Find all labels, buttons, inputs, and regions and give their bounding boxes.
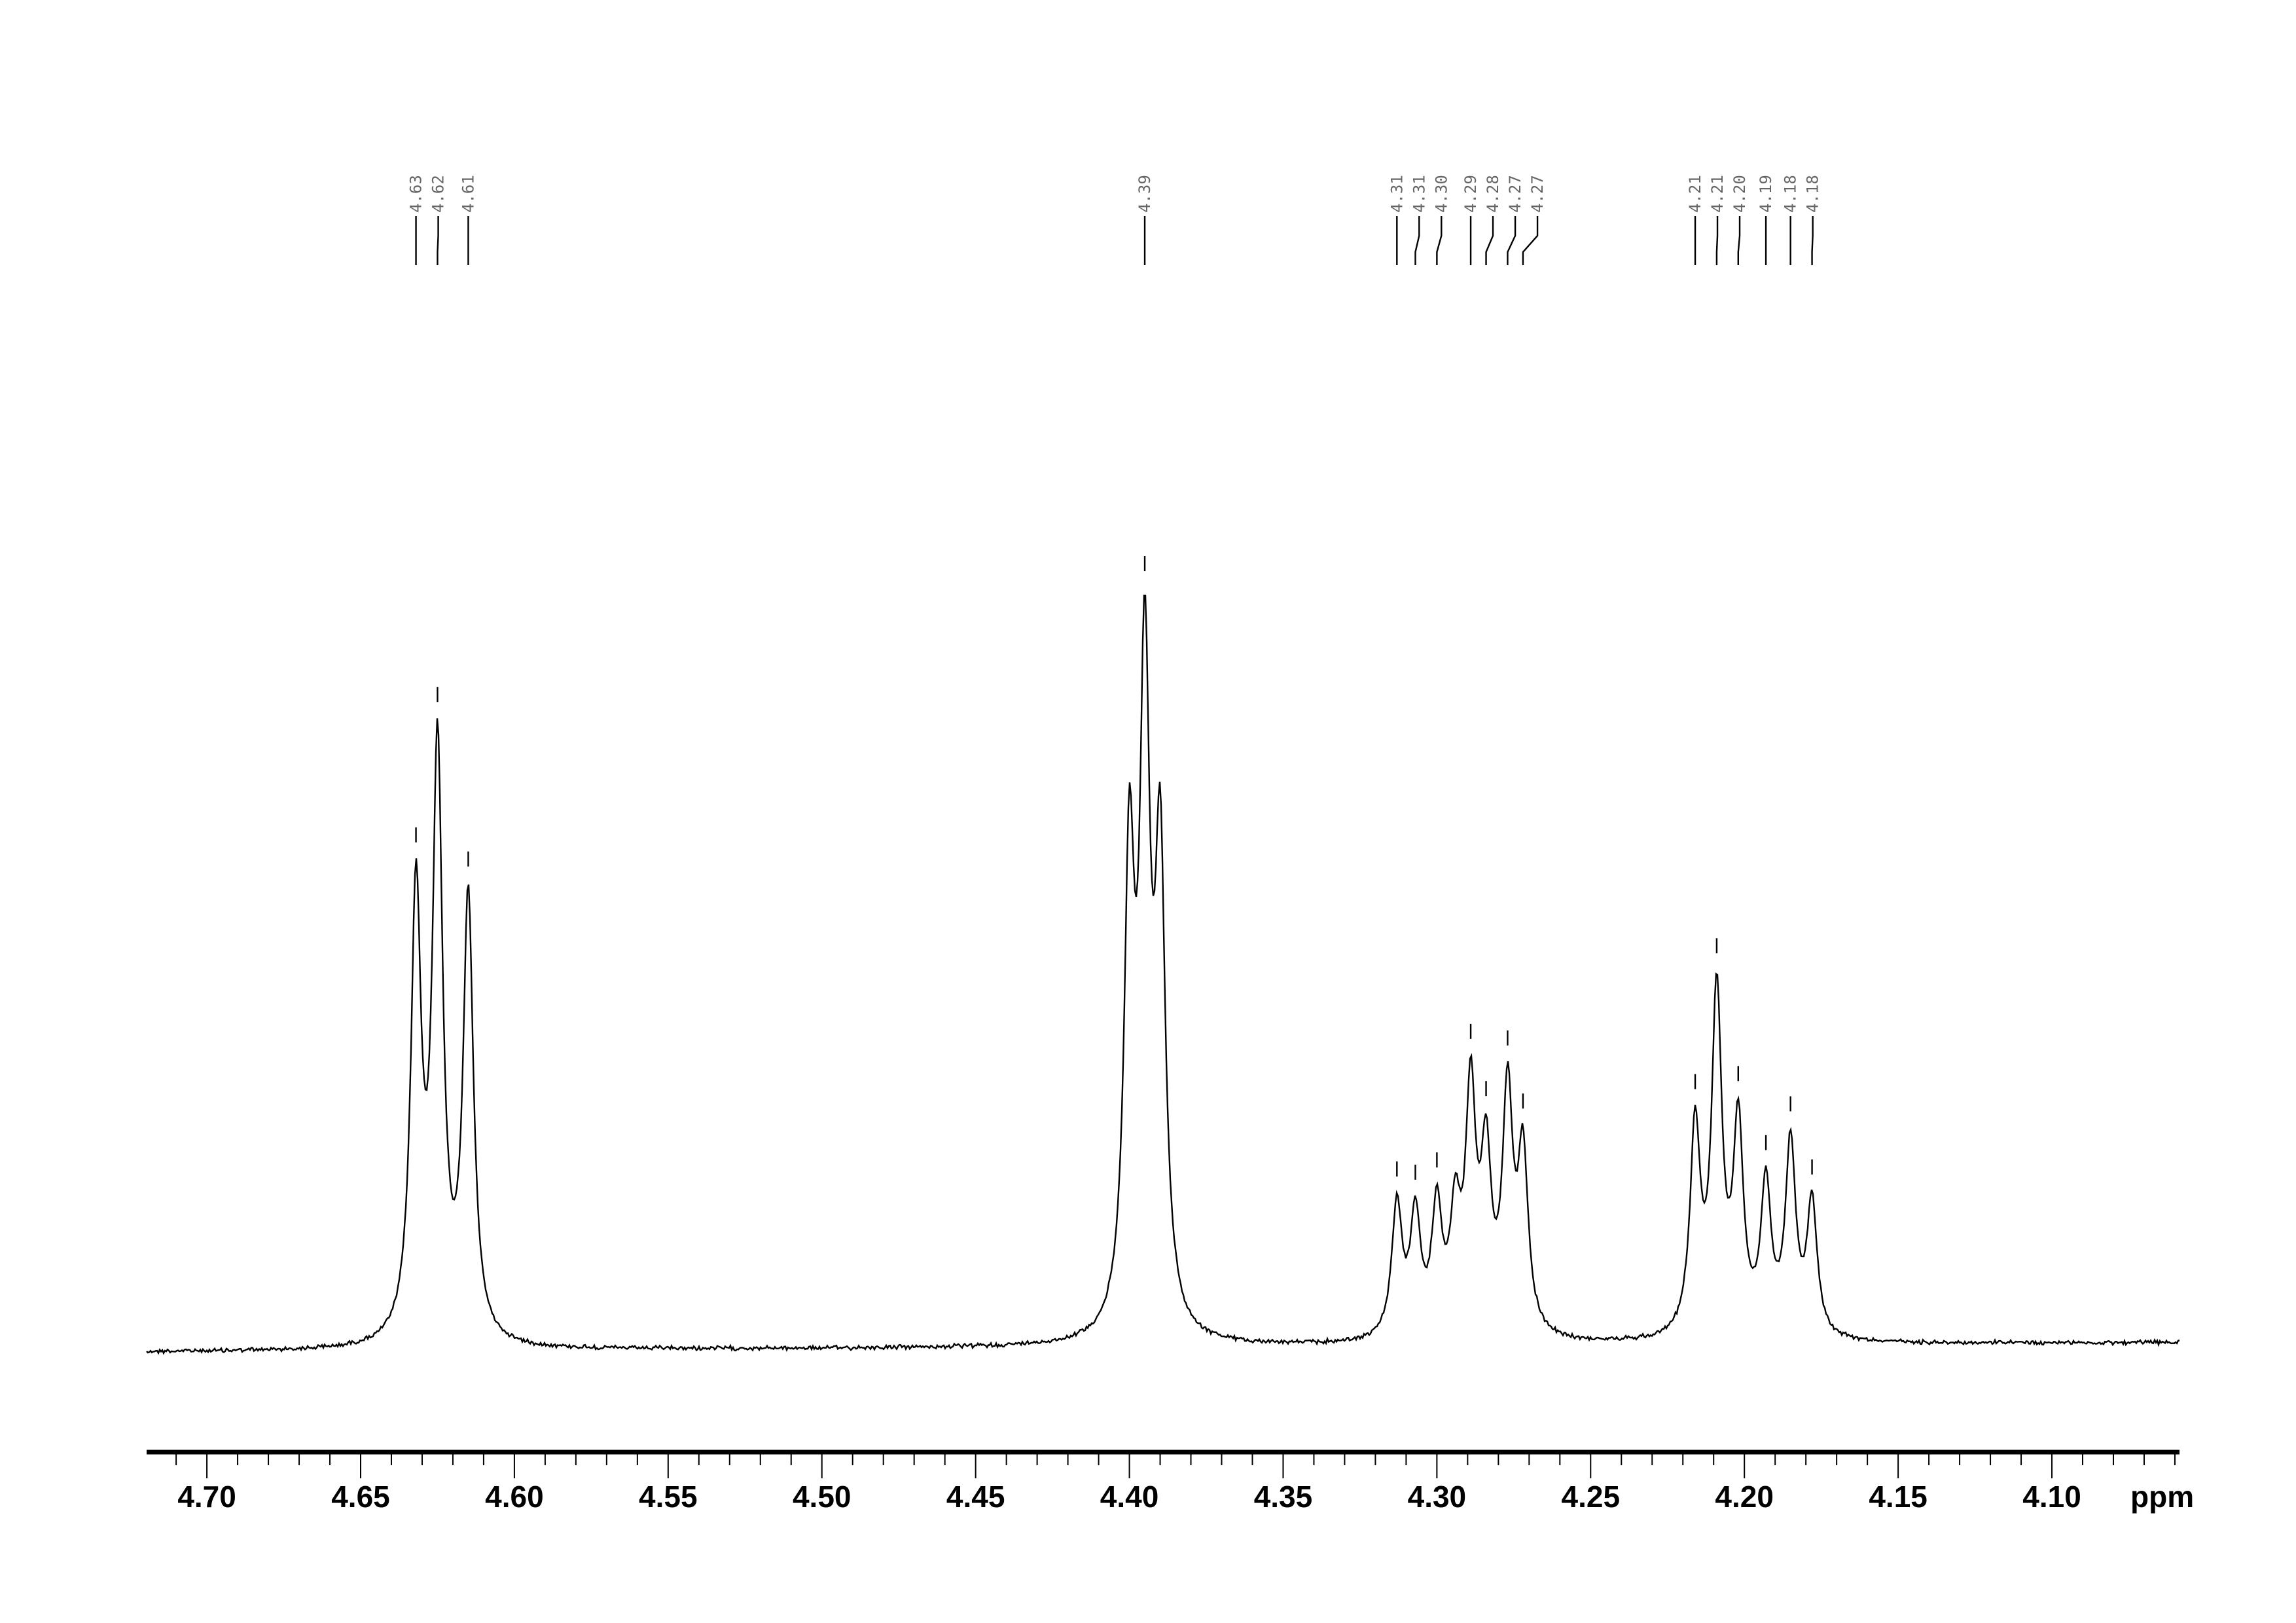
x-tick-label: 4.40	[1100, 1480, 1159, 1514]
peak-labels: 4.63 4.62 4.61 4.39 4.31 4.31 4.30 4.29 4.28 4.27…	[407, 175, 1822, 265]
peak-label: 4.29	[1462, 175, 1480, 213]
peak-markers	[415, 556, 1813, 1180]
x-axis-label: ppm	[2130, 1480, 2194, 1514]
x-axis: 4.70 4.65 4.60 4.55 4.50 4.45 4.40 4.35 4.30 4.25…	[147, 1450, 2194, 1514]
peak-label: 4.27	[1506, 175, 1524, 213]
peak-label: 4.28	[1484, 175, 1502, 213]
peak-label: 4.18	[1804, 175, 1822, 213]
x-tick-label: 4.65	[331, 1480, 390, 1514]
peak-label: 4.31	[1410, 175, 1428, 213]
x-tick-label: 4.60	[485, 1480, 544, 1514]
peak-label: 4.20	[1731, 175, 1749, 213]
peak-label: 4.18	[1782, 175, 1800, 213]
x-tick-label: 4.20	[1715, 1480, 1774, 1514]
peak-label-leader	[1436, 216, 1443, 265]
peak-label-leader	[1522, 216, 1539, 265]
peak-label: 4.27	[1528, 175, 1547, 213]
spectrum-line	[146, 594, 2180, 1355]
x-tick-label: 4.50	[793, 1480, 852, 1514]
peak-label: 4.62	[429, 175, 448, 213]
peak-label: 4.31	[1388, 175, 1406, 213]
peak-label: 4.21	[1708, 175, 1727, 213]
peak-label-leader	[1414, 216, 1420, 265]
peak-label-leader	[1507, 216, 1516, 265]
peak-label: 4.61	[459, 175, 477, 213]
peak-label: 4.19	[1757, 175, 1775, 213]
peak-label: 4.21	[1686, 175, 1704, 213]
peak-label-leader	[1485, 216, 1494, 265]
x-tick-label: 4.25	[1562, 1480, 1621, 1514]
peak-label: 4.39	[1136, 175, 1154, 213]
x-tick-label: 4.70	[177, 1480, 236, 1514]
x-tick-label: 4.35	[1254, 1480, 1313, 1514]
peak-label: 4.63	[407, 175, 425, 213]
x-tick-label: 4.10	[2022, 1480, 2081, 1514]
peak-label-leader	[1737, 216, 1741, 265]
peak-label-leader	[1811, 216, 1814, 265]
x-tick-label: 4.30	[1408, 1480, 1467, 1514]
peak-label-leader	[437, 216, 439, 265]
peak-label: 4.30	[1432, 175, 1450, 213]
x-tick-label: 4.55	[639, 1480, 698, 1514]
x-tick-label: 4.45	[946, 1480, 1005, 1514]
x-tick-label: 4.15	[1869, 1480, 1928, 1514]
